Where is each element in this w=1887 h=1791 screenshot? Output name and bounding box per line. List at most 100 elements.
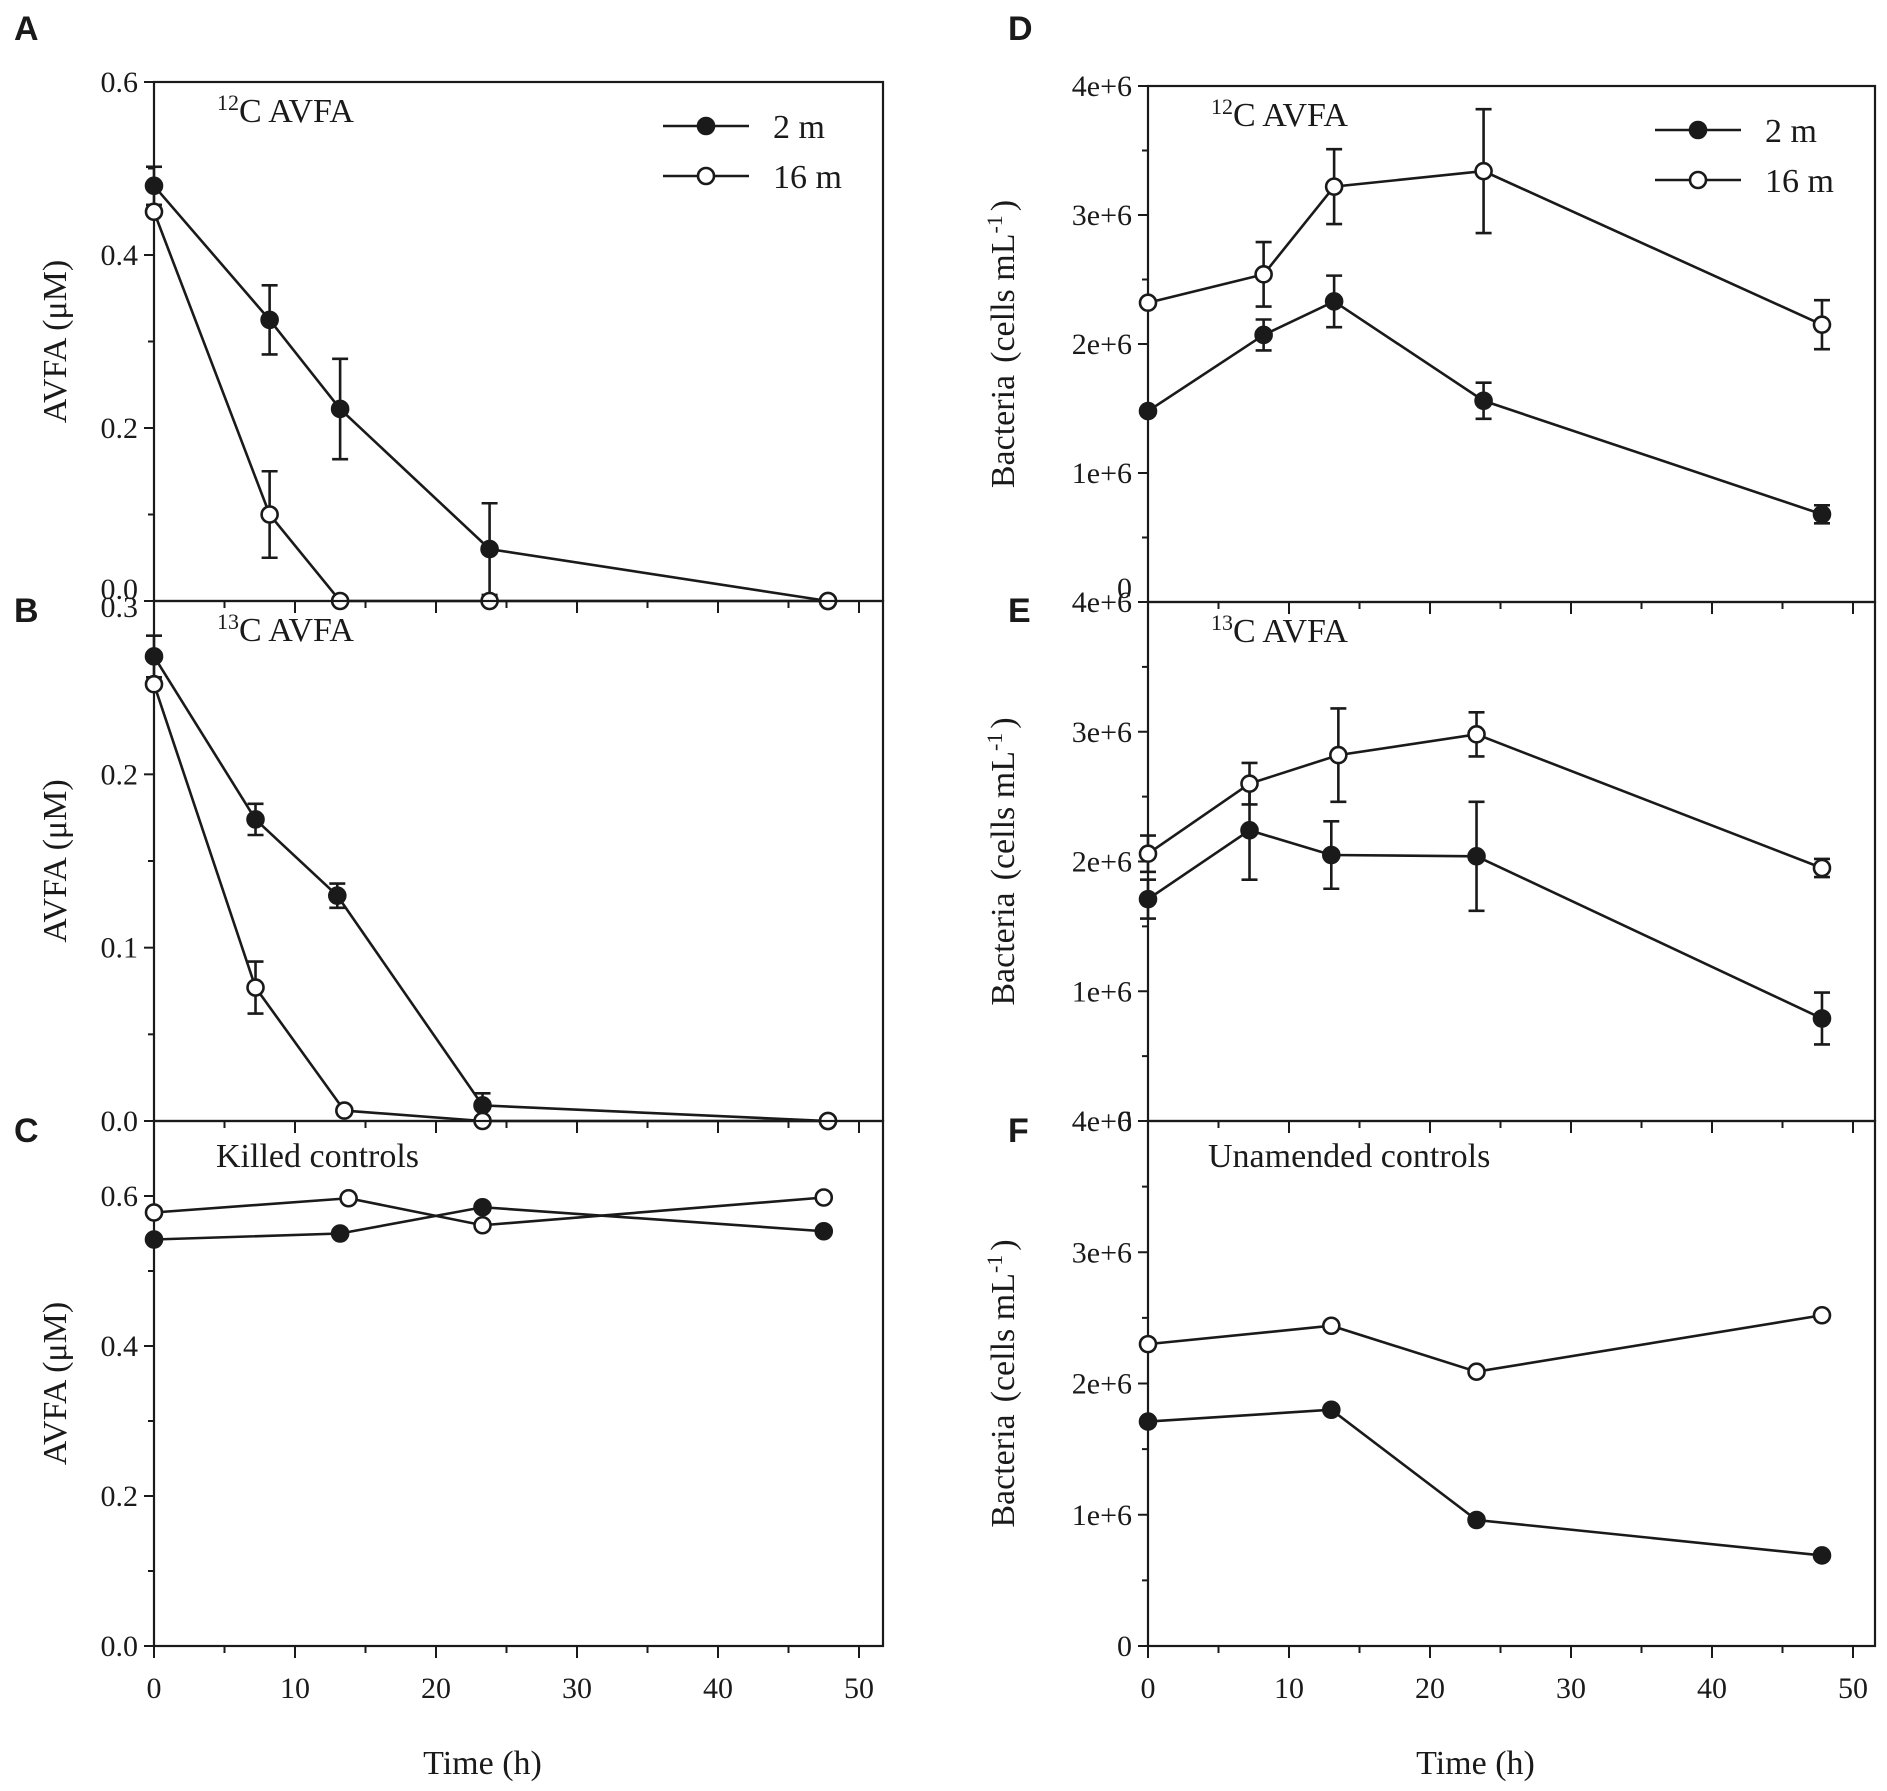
series-2m — [146, 165, 829, 603]
y-axis-title: Bacteria (cells mL-1) — [982, 200, 1022, 488]
y-axis-title-main: AVFA (μM) — [37, 260, 74, 423]
legend-marker — [696, 116, 716, 136]
y-axis-title: Bacteria (cells mL-1) — [982, 1239, 1022, 1527]
x-tick-label: 30 — [1556, 1672, 1586, 1705]
x-axis-title: Time (h) — [423, 1745, 542, 1782]
annotation-main: Killed controls — [216, 1138, 419, 1175]
y-tick-label: 2e+6 — [1072, 846, 1132, 879]
data-point-2m — [1254, 325, 1273, 345]
data-point-2m — [1474, 391, 1493, 411]
y-axis-title-unit: (cells mL — [985, 234, 1022, 363]
data-point-2m — [1138, 1412, 1158, 1431]
y-tick-label: 0.6 — [101, 1180, 139, 1213]
data-point-2m — [480, 539, 499, 559]
y-tick-label: 0.4 — [101, 1330, 139, 1363]
series-2m — [1147, 1408, 1823, 1557]
y-tick-label: 4e+6 — [1072, 586, 1132, 619]
series-line — [153, 1196, 824, 1227]
y-axis-title-sup: -1 — [982, 215, 1007, 233]
x-tick-label: 30 — [562, 1672, 592, 1705]
y-axis-title-main: Bacteria — [985, 892, 1022, 1005]
data-point-2m — [1812, 1546, 1832, 1565]
data-point-2m — [814, 1221, 834, 1241]
panel-letter: A — [14, 10, 39, 48]
plot-frame — [152, 1119, 885, 1648]
data-point-16m — [1138, 844, 1158, 864]
legend-marker — [696, 166, 716, 186]
y-tick-label: 0.2 — [101, 412, 139, 445]
panel-annotation: 12C AVFA — [1211, 94, 1348, 134]
data-point-2m — [330, 399, 350, 419]
y-axis-title-close: ) — [985, 717, 1022, 728]
annotation-sup: 13 — [217, 609, 239, 634]
data-point-2m — [1322, 1400, 1341, 1420]
data-point-2m — [1467, 1510, 1486, 1530]
y-tick-label: 0.0 — [101, 573, 139, 606]
y-axis-title-unit: (cells mL — [985, 1273, 1022, 1402]
y-tick-label: 0.1 — [101, 932, 139, 965]
y-axis-title: AVFA (μM) — [37, 260, 74, 423]
y-axis-title-unit: (cells mL — [985, 751, 1022, 880]
data-point-2m — [1467, 847, 1486, 866]
x-tick-label: 50 — [844, 1672, 874, 1705]
series-line — [1147, 169, 1823, 326]
panel-annotation: 13C AVFA — [217, 609, 354, 649]
panel-annotation: 12C AVFA — [217, 90, 354, 130]
data-point-2m — [144, 647, 164, 666]
x-axis-title: Time (h) — [1416, 1745, 1535, 1782]
panel-d: 0 1e+6 2e+6 3e+6 4e+6 Bacteria (cells mL-1) D 12… — [982, 10, 1877, 614]
x-tick-label: 0 — [147, 1672, 162, 1705]
data-point-16m — [814, 1188, 834, 1207]
series-2m — [1140, 779, 1830, 1046]
legend-label: 16 m — [1765, 163, 1834, 200]
panel-e: 0 1e+6 2e+6 3e+6 4e+6 Bacteria (cells mL-1) E 13… — [982, 586, 1877, 1138]
annotation-sup: 12 — [217, 90, 239, 115]
x-tick-label: 50 — [1838, 1672, 1868, 1705]
y-axis-title-main: AVFA (μM) — [37, 1302, 74, 1465]
data-point-2m — [1138, 401, 1158, 421]
series-line — [153, 184, 829, 603]
data-point-2m — [260, 310, 279, 330]
data-point-16m — [1138, 1334, 1158, 1354]
y-tick-label: 0.4 — [101, 239, 139, 272]
series-16m — [1147, 1313, 1823, 1374]
y-axis-title-main: Bacteria — [985, 1414, 1022, 1527]
y-tick-label: 0.2 — [101, 758, 139, 791]
y-tick-label: 2e+6 — [1072, 328, 1132, 361]
data-point-16m — [144, 202, 164, 222]
panel-annotation: Killed controls — [216, 1138, 419, 1175]
data-point-16m — [1240, 774, 1259, 793]
panel-c: 0.0 0.2 0.4 0.6 0 10 20 30 40 50 Time (h) AVFA (μM)… — [14, 1112, 885, 1782]
data-point-2m — [144, 176, 164, 196]
data-point-2m — [246, 810, 265, 829]
y-axis-title: Bacteria (cells mL-1) — [982, 717, 1022, 1005]
panel-letter: B — [14, 592, 39, 630]
data-point-16m — [144, 674, 164, 694]
data-point-16m — [144, 1203, 164, 1222]
panel-letter: D — [1008, 10, 1033, 48]
panel-letter: E — [1008, 592, 1031, 630]
panel-letter: F — [1008, 1112, 1029, 1150]
plot-frame — [1146, 600, 1877, 1123]
annotation-sup: 12 — [1211, 94, 1233, 119]
data-point-16m — [260, 505, 279, 524]
panel-letter: C — [14, 1112, 39, 1150]
panel-annotation: Unamended controls — [1208, 1138, 1490, 1175]
legend-marker — [1688, 120, 1708, 140]
data-point-16m — [335, 1101, 354, 1120]
plot-frame — [152, 599, 885, 1123]
x-tick-label: 10 — [280, 1672, 310, 1705]
data-point-2m — [327, 886, 347, 905]
data-point-16m — [1467, 1362, 1486, 1381]
data-point-16m — [1812, 315, 1832, 334]
y-tick-label: 0.0 — [101, 1105, 139, 1138]
legend-label: 2 m — [1765, 113, 1817, 150]
y-axis-title-close: ) — [985, 200, 1022, 211]
series-line — [152, 683, 828, 1123]
y-tick-label: 1e+6 — [1072, 1499, 1132, 1532]
annotation-main: C AVFA — [239, 612, 354, 649]
y-axis-title-sup: -1 — [982, 733, 1007, 751]
annotation-main: C AVFA — [1233, 613, 1348, 650]
